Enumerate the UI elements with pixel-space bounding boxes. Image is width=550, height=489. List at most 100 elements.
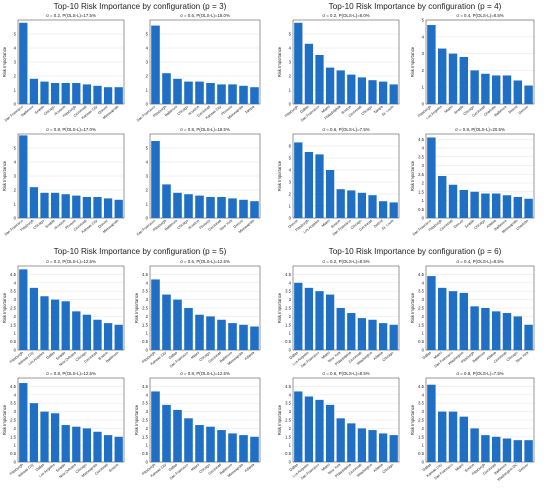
- bar: [114, 199, 123, 218]
- x-tick-label: Miami: [433, 351, 443, 360]
- y-tick-label: 3: [14, 297, 17, 302]
- y-tick-label: 4.5: [142, 272, 148, 277]
- bar: [206, 426, 215, 462]
- bar: [239, 435, 248, 462]
- y-tick-label: 5: [289, 32, 292, 37]
- bar: [502, 313, 512, 350]
- bar: [325, 67, 335, 104]
- panel-title: σ = 0.8, P(OLS-L)=12.5%: [180, 371, 230, 376]
- y-axis-label: Risk Importance: [277, 404, 282, 435]
- bar: [50, 83, 60, 104]
- x-tick-label: Chicago: [473, 219, 486, 231]
- x-tick-label: Denver: [233, 218, 245, 229]
- y-tick-label: 1: [422, 331, 425, 336]
- y-tick-label: 2.5: [285, 418, 291, 423]
- bar: [184, 308, 193, 350]
- y-tick-label: 3.5: [142, 401, 148, 406]
- bar: [50, 192, 60, 218]
- y-tick-label: 1.5: [285, 434, 291, 439]
- x-tick-label: Seattle: [453, 105, 464, 115]
- bar: [459, 56, 469, 104]
- panel-title: σ = 0.8, P(OLS-L)=7.5%: [456, 371, 503, 376]
- y-tick-label: 1.5: [10, 434, 16, 439]
- x-tick-label: Chicago: [506, 351, 519, 363]
- x-tick-label: Dallas: [168, 351, 178, 361]
- bar: [294, 142, 303, 218]
- y-tick-label: 0: [14, 460, 17, 465]
- x-tick-label: Chicago: [176, 219, 189, 231]
- group-title-p5: Top-10 Risk Importance by configuration …: [54, 247, 227, 256]
- bar: [304, 396, 314, 462]
- bar: [29, 187, 39, 218]
- bar: [502, 438, 512, 462]
- y-tick-label: 4: [422, 392, 425, 397]
- bar: [151, 25, 160, 105]
- y-tick-label: 0.5: [418, 451, 424, 456]
- y-axis-label: Risk Importance: [134, 292, 139, 323]
- y-tick-label: 2.5: [142, 306, 148, 311]
- bar: [184, 81, 193, 104]
- bar: [72, 195, 81, 218]
- y-axis-label: Risk Importance: [410, 292, 415, 323]
- x-tick-label: Boston: [464, 463, 475, 473]
- x-tick-label: Tampa: [244, 105, 255, 115]
- bar: [82, 314, 92, 350]
- y-tick-label: 3.5: [10, 289, 16, 294]
- bar: [491, 75, 501, 104]
- x-tick-label: Atlanta: [373, 463, 384, 473]
- bar: [502, 195, 512, 218]
- y-tick-label: 4.5: [285, 384, 291, 389]
- bar: [481, 193, 490, 218]
- bar: [459, 190, 469, 218]
- bar: [184, 194, 193, 218]
- axes-box: [292, 133, 400, 219]
- axes-box: [292, 19, 400, 105]
- x-tick-label: Houston: [54, 105, 67, 117]
- x-tick-label: Chicago: [75, 463, 88, 475]
- bar: [217, 430, 226, 462]
- bar: [378, 323, 388, 350]
- bar: [513, 197, 523, 218]
- axes-box: [292, 265, 400, 351]
- bar: [336, 308, 345, 350]
- x-tick-label: Seattle: [55, 351, 66, 361]
- x-tick-label: Boston: [108, 463, 119, 473]
- axes-box: [149, 377, 261, 463]
- bar: [389, 324, 398, 350]
- y-tick-label: 4.5: [418, 272, 424, 277]
- bar: [29, 287, 39, 350]
- bar: [93, 85, 102, 104]
- bar: [481, 73, 490, 104]
- y-tick-label: 4: [422, 146, 425, 151]
- x-tick-label: Denver: [287, 218, 299, 229]
- x-tick-label: Miami: [321, 105, 331, 114]
- y-tick-label: 2.5: [285, 306, 291, 311]
- y-tick-label: 4.5: [10, 384, 16, 389]
- panel-title: σ = 0.6, P(OLS-L)=18.0%: [180, 13, 230, 18]
- bar: [103, 87, 113, 104]
- y-tick-label: 4: [14, 280, 17, 285]
- x-tick-label: Dallas: [289, 351, 299, 361]
- bar: [114, 436, 123, 462]
- y-axis-label: Risk Importance: [2, 404, 7, 435]
- x-tick-label: Atlanta: [373, 351, 384, 361]
- y-tick-label: 3: [14, 60, 17, 65]
- y-axis-label: Risk Importance: [2, 46, 7, 77]
- x-tick-label: Detroit: [508, 105, 519, 115]
- y-tick-label: 1: [146, 443, 149, 448]
- y-tick-label: 1: [422, 443, 425, 448]
- x-tick-label: Boston: [330, 219, 341, 229]
- bar: [347, 313, 356, 350]
- bar: [228, 433, 237, 462]
- bar: [513, 80, 523, 104]
- y-tick-label: 4.5: [418, 384, 424, 389]
- bar: [368, 319, 377, 350]
- bar: [378, 433, 388, 462]
- bar: [315, 399, 324, 462]
- y-tick-label: 0: [422, 348, 425, 353]
- bar: [103, 323, 113, 350]
- axes-box: [425, 265, 535, 351]
- y-tick-label: 4: [289, 168, 292, 173]
